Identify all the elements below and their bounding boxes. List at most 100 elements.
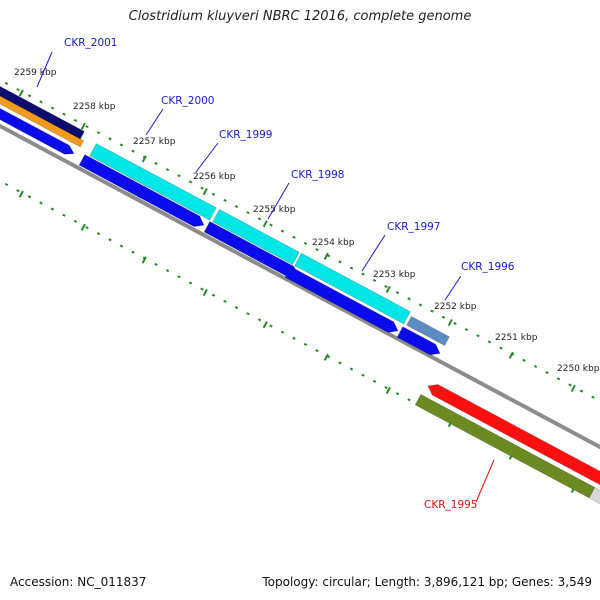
tick-dot (292, 336, 296, 340)
tick-dot (338, 260, 342, 264)
gene-bar-red[interactable] (427, 384, 600, 488)
inner-major-tick (202, 288, 208, 297)
tick-dot (487, 340, 492, 344)
tick-dot (154, 262, 158, 267)
tick-label: 2258 kbp (73, 102, 116, 112)
tick-dot (85, 226, 89, 230)
tick-dot (280, 330, 285, 334)
tick-dot (50, 207, 55, 211)
tick-dot (96, 232, 101, 236)
tick-dot (177, 174, 181, 178)
tick-dot (39, 201, 43, 205)
gene-leader-line (475, 459, 495, 503)
outer-major-tick (385, 285, 391, 293)
outer-major-tick (141, 155, 147, 163)
genome-backbone (0, 123, 600, 450)
tick-dot (556, 377, 561, 381)
outer-major-tick (202, 187, 208, 196)
tick-dot (246, 211, 250, 215)
outer-major-tick (18, 89, 24, 97)
tick-dot (165, 168, 170, 172)
tick-dot (131, 149, 135, 153)
outer-major-tick (80, 122, 86, 130)
tick-dot (269, 223, 273, 227)
gene-bar-reverse[interactable] (284, 266, 399, 333)
inner-major-tick (80, 223, 86, 231)
tick-dot (188, 180, 193, 184)
gene-bar-ckr-1998[interactable] (294, 252, 411, 325)
tick-dot (303, 342, 308, 346)
tick-dot (16, 189, 20, 193)
tick-dot (211, 192, 216, 196)
tick-dot (338, 361, 342, 365)
tick-dot (211, 293, 216, 297)
tick-dot (591, 395, 595, 399)
gene-bar-reverse[interactable] (0, 104, 75, 155)
tick-label: 2253 kbp (373, 270, 416, 280)
tick-label: 2252 kbp (434, 302, 477, 312)
tick-dot (407, 297, 411, 301)
gene-bar-ckr-2001-lower[interactable] (0, 92, 85, 148)
gene-label-ckr-1998[interactable]: CKR_1998 (291, 169, 344, 181)
tick-dot (568, 383, 572, 387)
tick-label: 2254 kbp (312, 238, 355, 248)
tick-dot (50, 106, 55, 110)
gene-bar-reverse[interactable] (78, 154, 148, 199)
gene-bar-ckr-1999[interactable] (212, 208, 300, 265)
tick-dot (545, 371, 549, 375)
tick-dot (234, 204, 239, 209)
tick-dot (303, 241, 308, 245)
tick-label: 2257 kbp (133, 137, 176, 147)
tick-dot (73, 219, 78, 223)
gene-bar-ckr-1996[interactable] (406, 316, 450, 346)
tick-dot (315, 248, 319, 252)
tick-dot (280, 229, 285, 233)
inner-major-tick (323, 353, 329, 361)
tick-dot (315, 349, 319, 353)
tick-dot (119, 244, 124, 248)
gene-bar-ckr-1995[interactable] (414, 393, 596, 499)
gene-label-ckr-2000[interactable]: CKR_2000 (161, 95, 214, 107)
outer-major-tick (262, 220, 268, 228)
tick-label: 2259 kbp (14, 68, 57, 78)
tick-dot (384, 385, 388, 390)
tick-dot (4, 81, 9, 86)
tick-dot (4, 182, 9, 187)
tick-dot (85, 125, 89, 129)
gene-label-ckr-1997[interactable]: CKR_1997 (387, 221, 440, 233)
tick-dot (200, 186, 204, 190)
gene-label-ckr-1995[interactable]: CKR_1995 (424, 499, 477, 511)
tick-dot (119, 143, 124, 147)
tick-dot (131, 250, 135, 254)
tick-dot (177, 275, 181, 279)
gene-bar-ckr-2000[interactable] (89, 143, 217, 221)
gene-label-ckr-2001[interactable]: CKR_2001 (64, 37, 117, 49)
tick-dot (430, 309, 434, 313)
tick-dot (246, 312, 250, 316)
gene-leader-line (361, 234, 386, 272)
tick-dot (96, 131, 101, 135)
tick-dot (223, 198, 227, 202)
tick-dot (292, 235, 296, 239)
gene-label-ckr-1996[interactable]: CKR_1996 (461, 261, 515, 273)
gene-leader-line (267, 182, 290, 220)
gene-label-ckr-1999[interactable]: CKR_1999 (219, 129, 272, 141)
outer-major-tick (508, 351, 514, 359)
gene-bar-reverse[interactable] (396, 326, 441, 356)
gene-leader-line (195, 142, 219, 173)
tick-dot (165, 269, 170, 273)
gene-bar-grey[interactable] (588, 487, 600, 507)
tick-dot (27, 195, 32, 199)
tick-dot (73, 118, 78, 122)
tick-label: 2256 kbp (193, 172, 236, 182)
tick-dot (453, 321, 457, 325)
tick-dot (349, 367, 354, 371)
tick-dot (16, 88, 20, 92)
tick-dot (200, 287, 204, 291)
outer-tick-track (4, 81, 595, 399)
tick-label: 2251 kbp (495, 333, 538, 343)
gene-bar-reverse[interactable] (137, 185, 205, 227)
outer-major-tick (447, 319, 453, 327)
tick-dot (108, 238, 112, 242)
